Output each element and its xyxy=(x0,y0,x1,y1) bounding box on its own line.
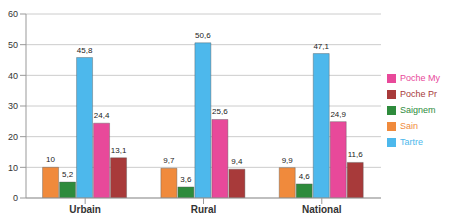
svg-text:30: 30 xyxy=(8,101,18,111)
svg-text:50: 50 xyxy=(8,40,18,50)
svg-text:24,4: 24,4 xyxy=(94,111,110,120)
svg-text:60: 60 xyxy=(8,9,18,19)
svg-text:50,6: 50,6 xyxy=(195,31,211,40)
svg-text:47,1: 47,1 xyxy=(313,42,329,51)
svg-text:9,7: 9,7 xyxy=(163,156,175,165)
html-text:Sain: Sain xyxy=(400,121,418,131)
svg-text:9,4: 9,4 xyxy=(231,157,243,166)
svg-text:45,8: 45,8 xyxy=(77,46,93,55)
svg-text:10: 10 xyxy=(8,163,18,173)
svg-text:5,2: 5,2 xyxy=(62,170,74,179)
svg-text:25,6: 25,6 xyxy=(212,107,228,116)
svg-text:3,6: 3,6 xyxy=(180,175,192,184)
svg-text:11,6: 11,6 xyxy=(348,150,364,159)
html-text:Poche Pr: Poche Pr xyxy=(400,89,437,99)
svg-text:4,6: 4,6 xyxy=(299,172,311,181)
html-text:Saignem: Saignem xyxy=(400,105,436,115)
svg-text:10: 10 xyxy=(46,155,55,164)
svg-text:13,1: 13,1 xyxy=(111,146,127,155)
svg-text:Rural: Rural xyxy=(191,204,217,215)
html-text:Poche My: Poche My xyxy=(400,73,440,83)
svg-text:40: 40 xyxy=(8,71,18,81)
svg-text:Urbain: Urbain xyxy=(69,204,101,215)
svg-text:National: National xyxy=(302,204,342,215)
html-text:Tartre: Tartre xyxy=(400,137,423,147)
svg-text:24,9: 24,9 xyxy=(330,110,346,119)
svg-text:0: 0 xyxy=(13,193,18,203)
svg-text:9,9: 9,9 xyxy=(282,156,294,165)
svg-text:20: 20 xyxy=(8,132,18,142)
